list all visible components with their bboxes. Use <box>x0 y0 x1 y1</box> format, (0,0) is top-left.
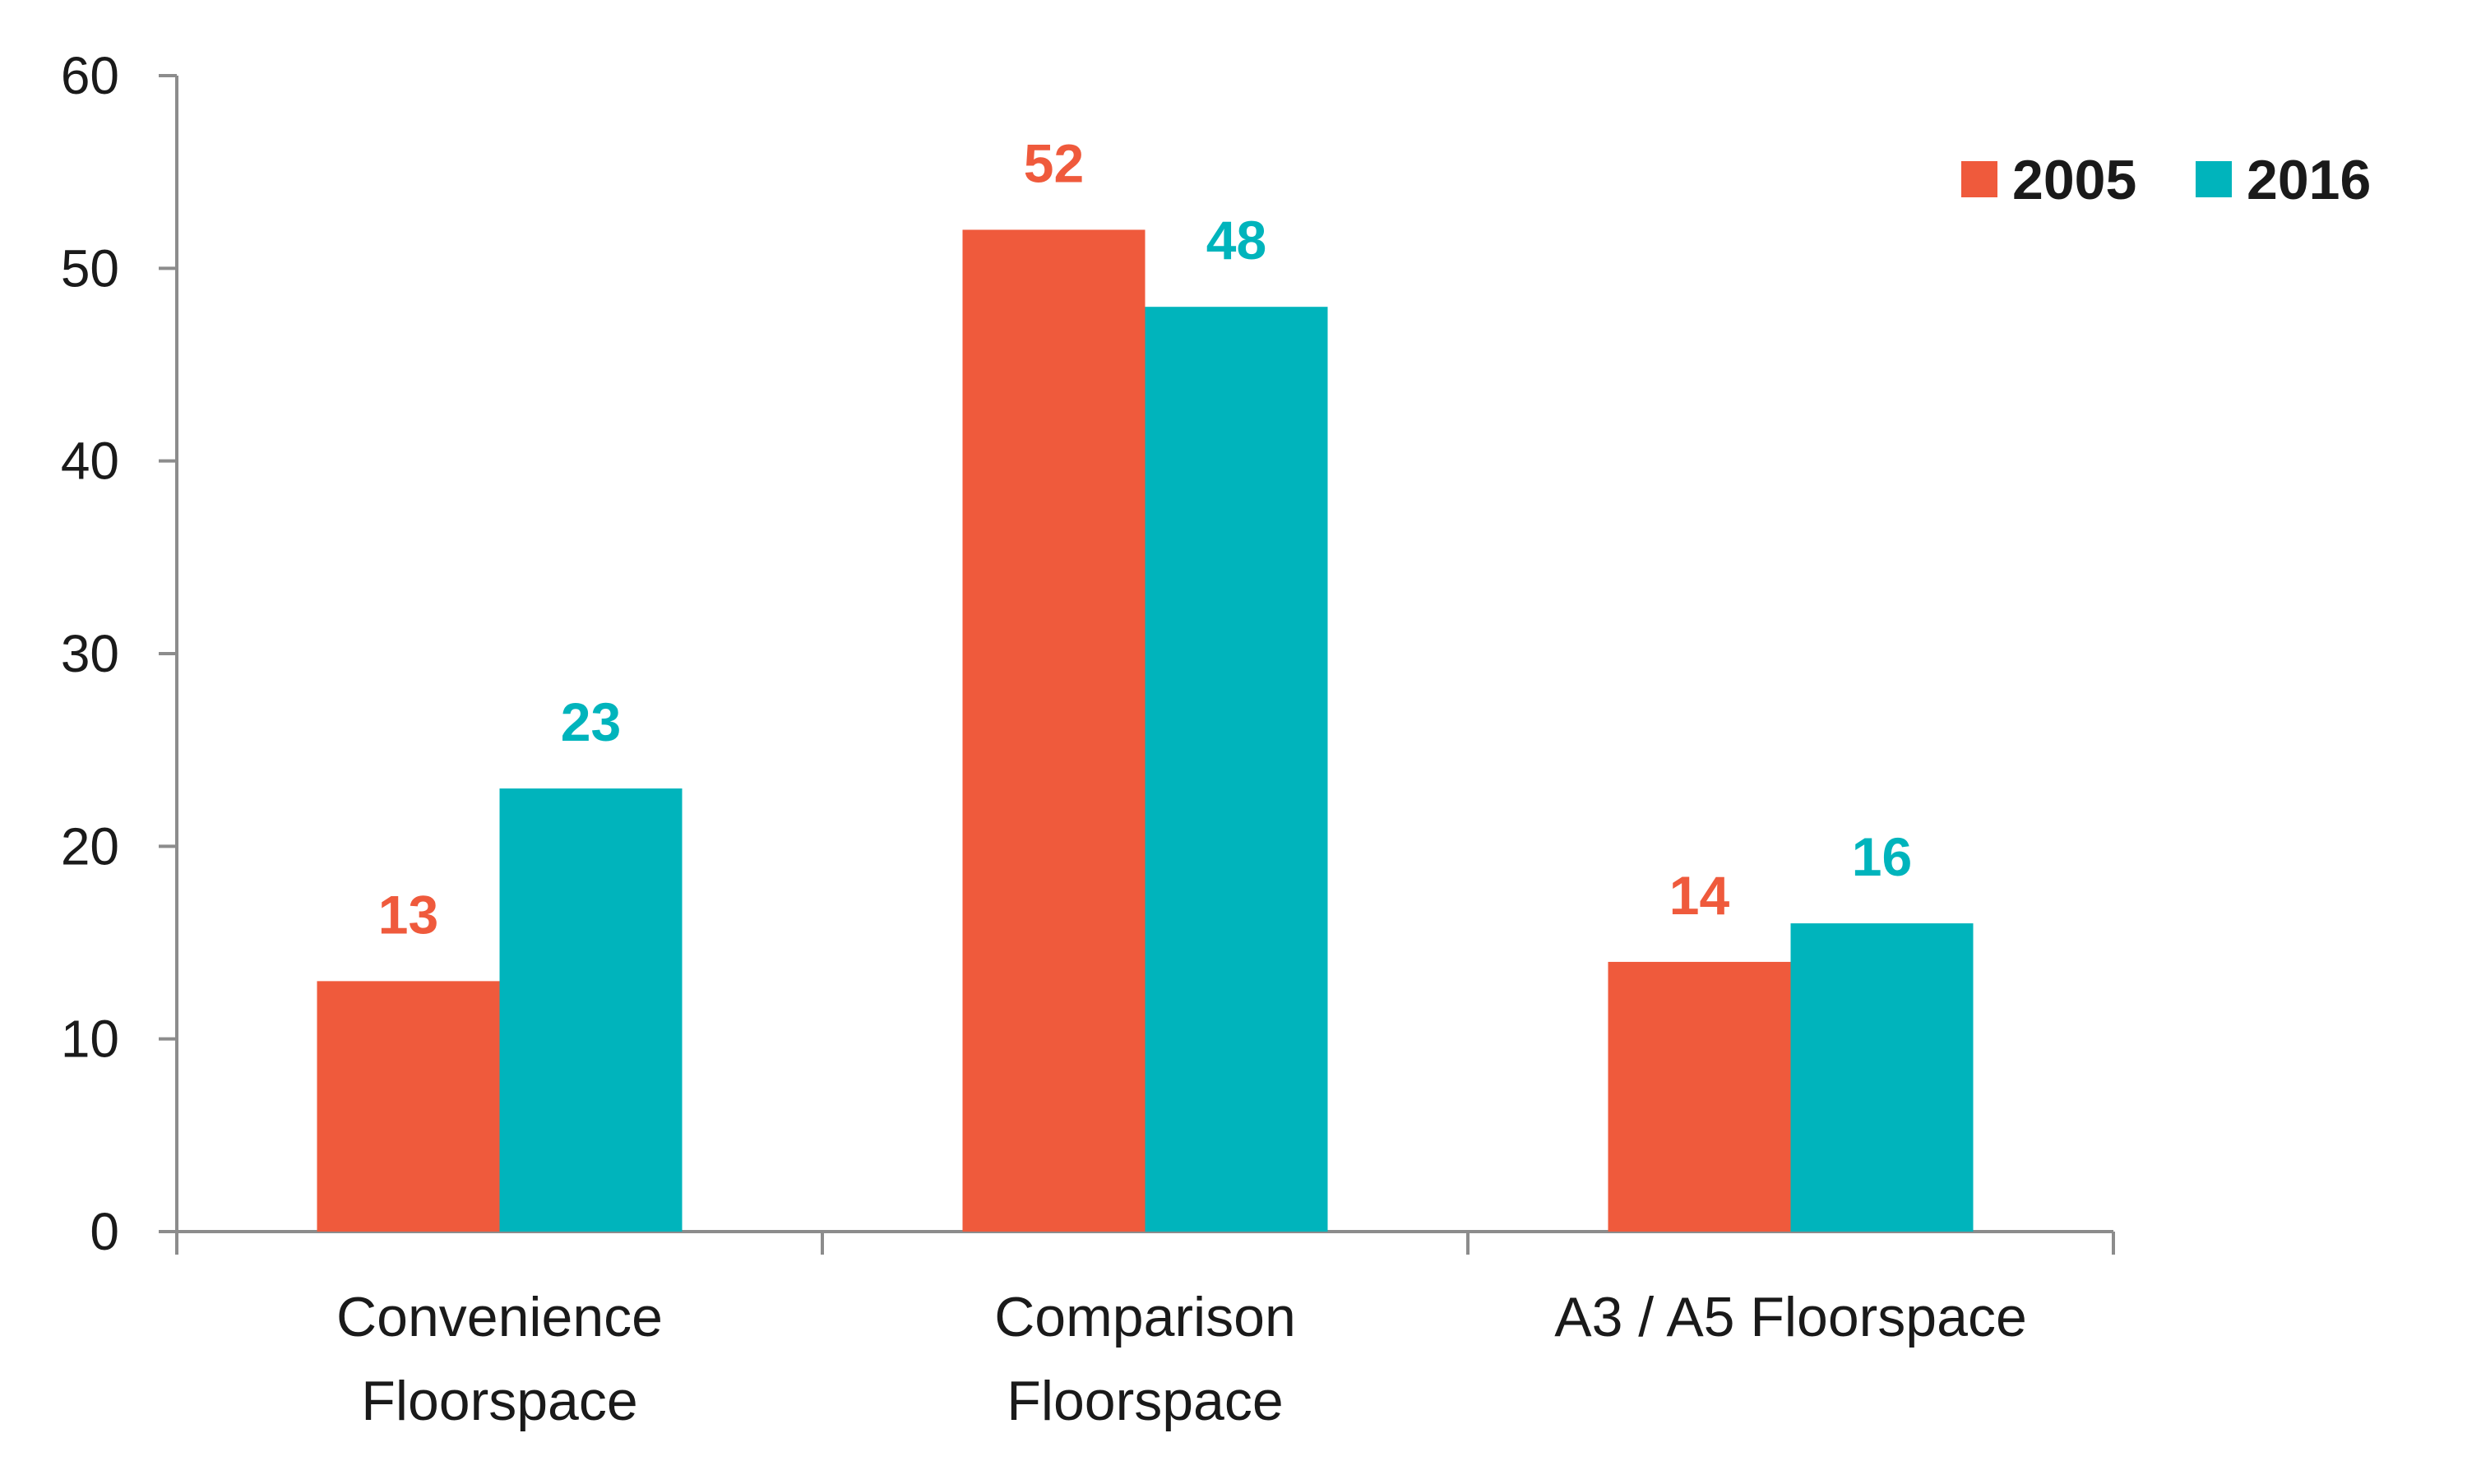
bars <box>317 229 1974 1232</box>
legend-swatch-2005 <box>1961 161 1997 197</box>
category-label: A3 / A5 Floorspace <box>1554 1286 2027 1348</box>
data-label: 14 <box>1669 865 1730 926</box>
data-label: 16 <box>1852 826 1912 887</box>
category-label: Comparison <box>994 1286 1296 1348</box>
category-label: Floorspace <box>1007 1370 1283 1432</box>
bar-2005-2 <box>1608 961 1791 1232</box>
bar-2005-0 <box>317 981 500 1232</box>
data-labels: 13 23 52 48 14 16 <box>378 132 1912 945</box>
legend-swatch-2016 <box>2196 161 2232 197</box>
y-tick-label: 10 <box>61 1010 119 1069</box>
y-tick-label: 30 <box>61 624 119 683</box>
data-label: 23 <box>561 691 621 752</box>
bar-2005-1 <box>962 229 1146 1232</box>
y-tick-label: 0 <box>90 1202 119 1261</box>
y-tick-label: 40 <box>61 432 119 491</box>
data-label: 48 <box>1206 210 1266 270</box>
category-label: Floorspace <box>361 1370 637 1432</box>
bar-2016-2 <box>1790 923 1974 1232</box>
legend-label: 2005 <box>2012 149 2136 211</box>
y-tick-label: 60 <box>61 46 119 105</box>
data-label: 52 <box>1024 132 1084 193</box>
category-label: Convenience <box>336 1286 663 1348</box>
axes: 0 10 20 30 40 50 60 Convenience Floorspace Compar… <box>61 46 2115 1432</box>
y-tick-label: 50 <box>61 238 119 298</box>
bar-2016-1 <box>1145 307 1328 1232</box>
legend-label: 2016 <box>2247 149 2371 211</box>
data-label: 13 <box>378 884 438 945</box>
y-tick-label: 20 <box>61 816 119 876</box>
legend: 2005 2016 <box>1961 149 2371 211</box>
bar-2016-0 <box>499 788 683 1232</box>
